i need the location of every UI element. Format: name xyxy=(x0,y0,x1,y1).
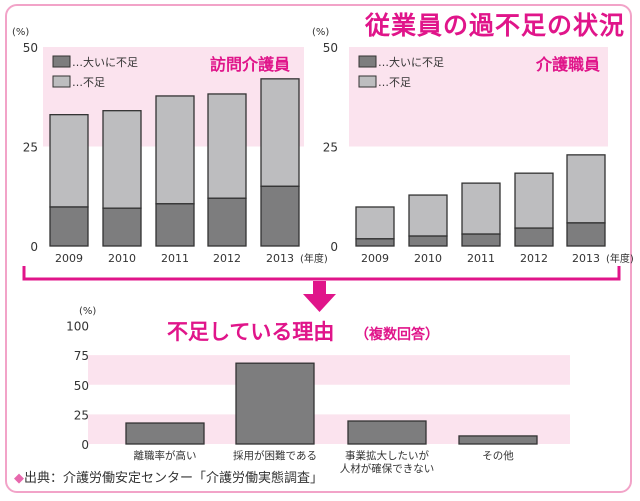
arrow-down-icon xyxy=(303,294,336,312)
chart2-bar-3 xyxy=(458,435,538,445)
chart1-legend-label-light: …不足 xyxy=(378,76,411,89)
chart1-ytick-0: 0 xyxy=(330,240,338,254)
chart0-bar-dark-2013 xyxy=(260,185,300,247)
chart1-legend-label-dark: …大いに不足 xyxy=(378,55,444,69)
chart2-bar-0 xyxy=(125,422,205,445)
chart0-xtick-2012: 2012 xyxy=(213,252,241,265)
chart1-xtick-2011: 2011 xyxy=(467,252,495,265)
chart0-bar-light-2012 xyxy=(207,93,247,199)
chart0-bar-light-2009 xyxy=(49,114,89,208)
chart1-band xyxy=(349,47,608,147)
outer-frame xyxy=(5,4,632,493)
chart1-bar-light-2012 xyxy=(514,172,554,229)
chart0-xtick-2009: 2009 xyxy=(55,252,83,265)
chart0-bar-light-2013 xyxy=(260,78,300,187)
source-text: 出典：介護労働安定センター「介護労働実態調査」 xyxy=(24,471,324,486)
chart0-legend-label-light: …不足 xyxy=(72,76,105,89)
chart1-bar-dark-2012 xyxy=(514,227,554,247)
chart0-bar-dark-2010 xyxy=(102,207,142,247)
chart0-xtick-2010: 2010 xyxy=(108,252,136,265)
chart1-ytick-25: 25 xyxy=(323,141,338,155)
chart1-xtick-2013: 2013 xyxy=(572,252,600,265)
source-note: ◆出典：介護労働安定センター「介護労働実態調査」 xyxy=(14,467,323,486)
chart0-ytick-0: 0 xyxy=(30,240,38,254)
chart2-band-high xyxy=(88,355,570,385)
chart1-bar-dark-2010 xyxy=(408,235,448,247)
chart2-xtick-2-line1: 人材が確保できない xyxy=(340,462,435,475)
chart2-ytick-100: 100 xyxy=(66,320,89,334)
diamond-icon: ◆ xyxy=(14,471,24,486)
chart0-bar-light-2010 xyxy=(102,110,142,209)
chart0-bar-dark-2011 xyxy=(155,203,195,247)
chart0-legend-swatch-dark xyxy=(52,55,71,68)
chart2-xtick-3-line0: その他 xyxy=(482,449,514,462)
chart1-bar-light-2010 xyxy=(408,194,448,237)
chart2-subtitle: （複数回答） xyxy=(355,326,439,343)
chart1-xtick-2012: 2012 xyxy=(520,252,548,265)
chart1-bar-dark-2013 xyxy=(566,222,606,247)
chart1-xunit: (年度) xyxy=(606,252,634,265)
chart1-bar-light-2013 xyxy=(566,154,606,224)
chart1-xtick-2010: 2010 xyxy=(414,252,442,265)
chart0-xtick-2011: 2011 xyxy=(161,252,189,265)
chart2-ytick-25: 25 xyxy=(74,408,89,422)
chart2-xtick-2-line0: 事業拡大したいが xyxy=(345,449,429,462)
chart2-bar-2 xyxy=(347,420,427,445)
chart0-title: 訪問介護員 xyxy=(210,55,290,74)
chart1-legend-swatch-dark xyxy=(358,55,377,68)
chart1-xtick-2009: 2009 xyxy=(361,252,389,265)
chart0-legend-label-dark: …大いに不足 xyxy=(72,55,138,69)
chart0-bar-dark-2009 xyxy=(49,206,89,247)
chart2-title: 不足している理由 xyxy=(167,320,334,344)
chart0-xtick-2013: 2013 xyxy=(266,252,294,265)
chart2-yunit: (%) xyxy=(79,306,96,317)
bracket-line xyxy=(22,266,621,281)
chart1-bar-light-2011 xyxy=(461,182,501,235)
chart0-bar-light-2011 xyxy=(155,95,195,205)
chart1-ytick-50: 50 xyxy=(323,41,338,55)
chart0-legend-swatch-light xyxy=(52,75,71,88)
chart0-ytick-25: 25 xyxy=(23,141,38,155)
arrow-shaft xyxy=(313,281,326,295)
chart2-xtick-0-line0: 離職率が高い xyxy=(134,449,197,462)
chart1-bar-dark-2011 xyxy=(461,233,501,247)
page-title: 従業員の過不足の状況 xyxy=(365,11,626,40)
chart0-yunit: (%) xyxy=(12,27,29,38)
chart2-bar-1 xyxy=(235,362,315,445)
chart1-yunit: (%) xyxy=(312,27,329,38)
chart1-legend-swatch-light xyxy=(358,75,377,88)
chart1-title: 介護職員 xyxy=(535,55,600,74)
chart2-ytick-0: 0 xyxy=(81,438,89,452)
chart1-bar-dark-2009 xyxy=(355,238,395,247)
chart2-ytick-50: 50 xyxy=(74,379,89,393)
chart2-xtick-1-line0: 採用が困難である xyxy=(233,449,317,462)
chart0-ytick-50: 50 xyxy=(23,41,38,55)
chart1-bar-light-2009 xyxy=(355,206,395,240)
chart0-xunit: (年度) xyxy=(300,252,328,265)
chart2-ytick-75: 75 xyxy=(74,349,89,363)
chart0-bar-dark-2012 xyxy=(207,197,247,247)
